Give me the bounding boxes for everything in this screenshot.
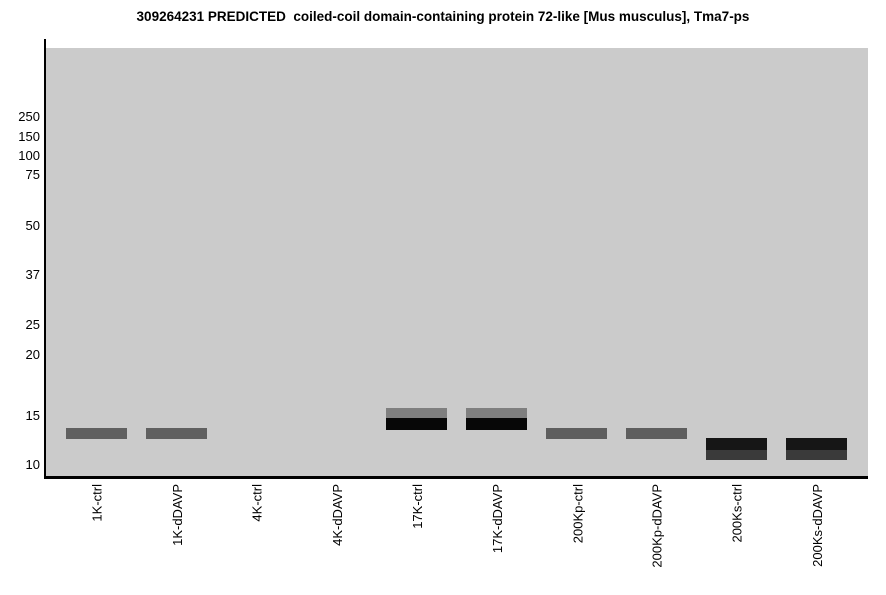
x-lane-label-text: 4K-dDAVP: [330, 484, 345, 546]
y-tick-label: 20: [25, 347, 40, 362]
y-tick-label: 15: [25, 408, 40, 423]
gel-band: [626, 428, 687, 439]
y-tick-label: 50: [25, 218, 40, 233]
gel-band: [786, 450, 847, 460]
x-lane-label-text: 4K-ctrl: [250, 484, 265, 522]
x-lane-label-text: 1K-ctrl: [90, 484, 105, 522]
x-lane-label-text: 1K-dDAVP: [170, 484, 185, 546]
gel-band: [146, 428, 207, 439]
y-tick-label: 100: [18, 148, 40, 163]
gel-band: [786, 438, 847, 450]
x-lane-label-text: 17K-dDAVP: [490, 484, 505, 554]
y-tick-label: 10: [25, 457, 40, 472]
gel-band: [66, 428, 127, 439]
gel-band: [546, 428, 607, 439]
x-lane-label-text: 17K-ctrl: [410, 484, 425, 529]
x-lane-label-text: 200Ks-ctrl: [730, 484, 745, 543]
chart-title: 309264231 PREDICTED coiled-coil domain-c…: [136, 9, 750, 24]
gel-band: [386, 418, 447, 430]
x-lane-label-text: 200Kp-dDAVP: [650, 484, 665, 568]
y-tick-label: 37: [25, 267, 40, 282]
y-tick-label: 150: [18, 129, 40, 144]
y-tick-label: 75: [25, 167, 40, 182]
gel-band: [706, 450, 767, 460]
gel-band: [386, 408, 447, 418]
gel-band: [466, 418, 527, 430]
gel-band: [466, 408, 527, 418]
y-tick-label: 250: [18, 109, 40, 124]
x-lane-label-text: 200Ks-dDAVP: [810, 484, 825, 567]
gel-band: [706, 438, 767, 450]
y-axis-line: [44, 39, 46, 479]
x-axis-line: [44, 476, 868, 479]
x-lane-label-text: 200Kp-ctrl: [570, 484, 585, 544]
gel-plot-area: [46, 48, 868, 476]
y-tick-label: 25: [25, 317, 40, 332]
